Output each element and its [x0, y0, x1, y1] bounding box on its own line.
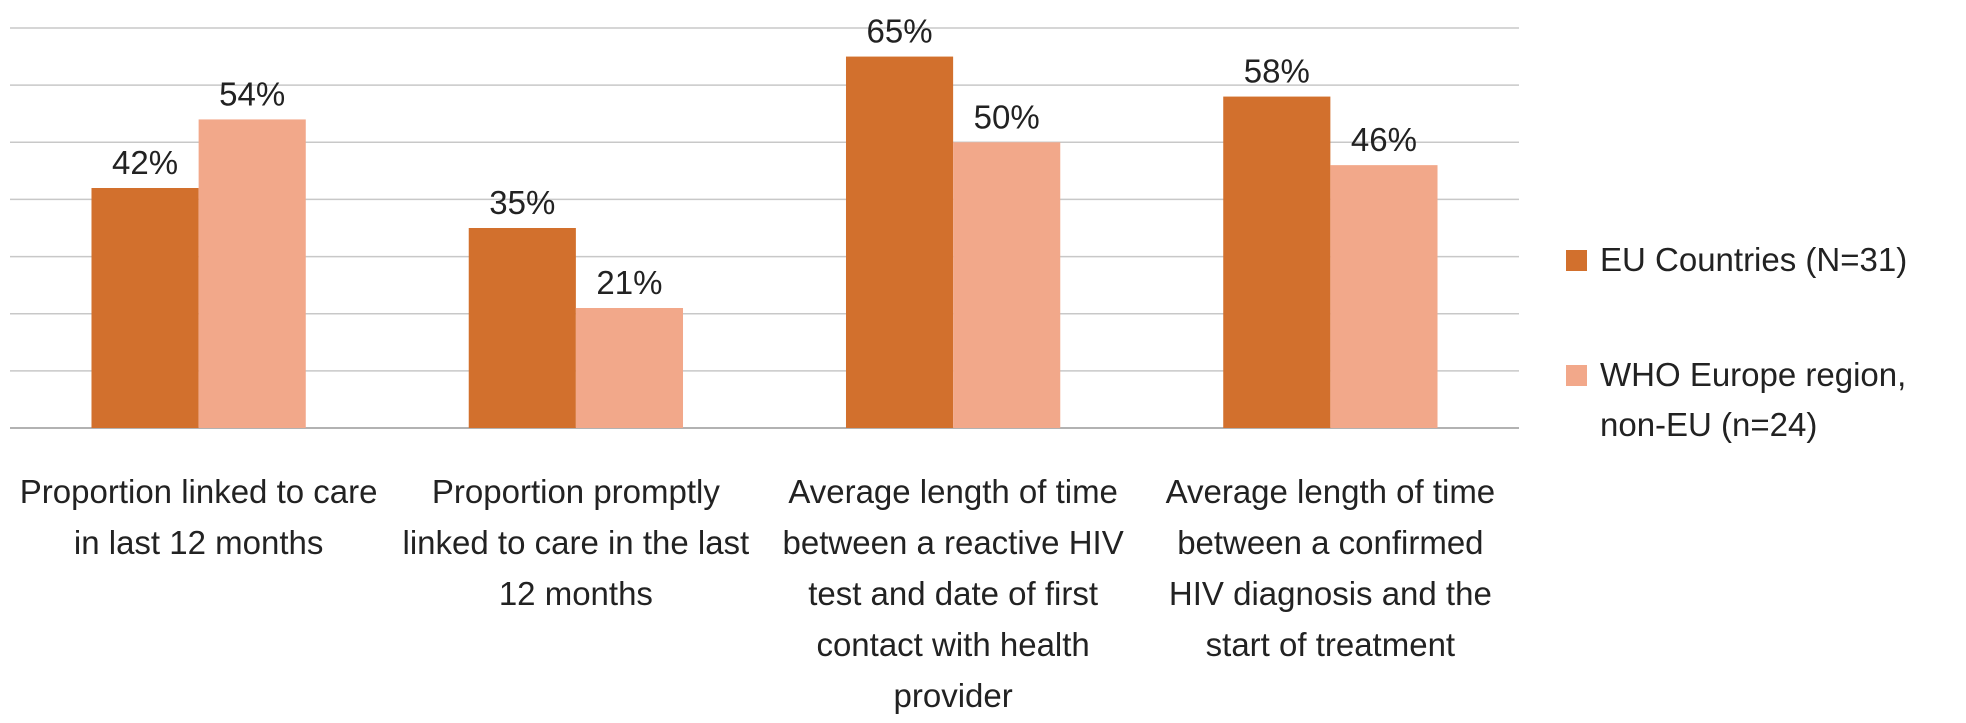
legend-label: WHO Europe region, non-EU (n=24) [1600, 356, 1907, 443]
bar [845, 56, 954, 428]
bar [468, 228, 576, 428]
value-label: 46% [1351, 121, 1417, 158]
bar [91, 188, 199, 428]
bar [575, 308, 684, 428]
legend-swatch [1566, 365, 1587, 386]
bar [198, 119, 306, 428]
bar [953, 142, 1061, 429]
value-label: 65% [867, 13, 933, 50]
x-tick-label: Average length of time between a confirm… [1165, 473, 1496, 663]
bar [1223, 96, 1331, 429]
legend-label: EU Countries (N=31) [1600, 241, 1908, 278]
value-label: 21% [596, 264, 662, 301]
bar [1330, 165, 1438, 428]
value-label: 58% [1244, 53, 1310, 90]
x-tick-label: Proportion promptly linked to care in th… [402, 473, 750, 612]
legend-swatch [1566, 250, 1587, 271]
value-label: 54% [219, 75, 285, 112]
value-label: 35% [489, 184, 555, 221]
x-tick-label: Average length of time between a reactiv… [782, 473, 1124, 714]
value-label: 50% [974, 98, 1040, 135]
x-tick-label: Proportion linked to care in last 12 mon… [19, 473, 378, 561]
value-label: 42% [112, 144, 178, 181]
